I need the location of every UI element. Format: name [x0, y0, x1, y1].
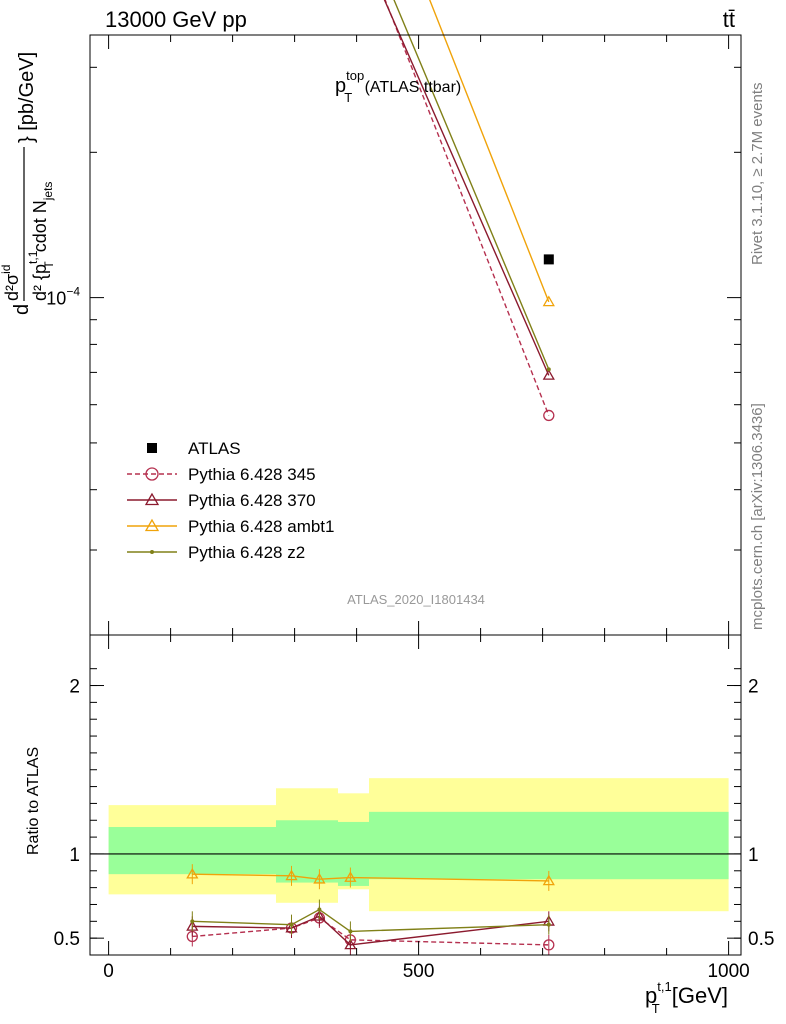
y-tick-label: 10−4 — [46, 285, 80, 309]
ratio-point — [348, 929, 353, 934]
legend-marker — [147, 443, 157, 453]
main-title: ptop T (ATLAS ttbar) — [335, 68, 461, 105]
ratio-point — [344, 871, 357, 882]
svg-text:} [pb/GeV]: } [pb/GeV] — [16, 52, 38, 143]
mcplots-label: mcplots.cern.ch [arXiv:1306.3436] — [749, 403, 766, 630]
x-tick-label: 0 — [103, 961, 114, 982]
series-2 — [383, 0, 555, 380]
ratio-point — [313, 909, 326, 921]
legend-label: Pythia 6.428 345 — [188, 465, 316, 484]
ratio-point — [542, 874, 555, 886]
legend-item: Pythia 6.428 345 — [127, 465, 316, 484]
legend-marker — [144, 518, 160, 532]
ratio-point — [546, 922, 551, 927]
x-tick-label: 500 — [403, 961, 435, 982]
main-ylabel: d d²σid d² {pt,1T cdot Njets } [pb/GeV] — [0, 52, 56, 315]
ratio-ylabel: Ratio to ATLAS — [25, 747, 42, 855]
process-label: tt̄ — [723, 7, 735, 32]
series-line — [384, 0, 550, 416]
ratio-frame — [89, 634, 742, 956]
ratio-y-tick-label-right: 0.5 — [748, 929, 774, 950]
legend-label: ATLAS — [188, 439, 241, 458]
ratio-point — [344, 938, 357, 950]
ratio-panel: 0.5 0.5 1 1 2 2 0 500 1000 Ratio to ATLAS pt,1 T … — [25, 634, 774, 1016]
legend-marker — [145, 467, 159, 481]
collision-label: 13000 GeV pp — [105, 7, 247, 32]
ratio-y-tick-label: 2 — [69, 677, 80, 698]
data-point — [542, 369, 555, 380]
legend-item: ATLAS — [147, 439, 241, 458]
ratio-point — [190, 919, 195, 924]
ratio-y-tick-label-right: 1 — [748, 845, 759, 866]
legend-marker — [150, 550, 154, 554]
ratio-y-tick-label: 1 — [69, 845, 80, 866]
legend-item: Pythia 6.428 z2 — [127, 543, 305, 562]
legend-marker — [144, 492, 160, 506]
data-point — [546, 367, 551, 372]
svg-text:d²σid: d²σid — [0, 265, 22, 301]
ratio-y-tick-label: 0.5 — [54, 929, 80, 950]
data-point — [542, 295, 555, 307]
uncertainty-band-inner — [369, 811, 729, 880]
data-point — [543, 254, 554, 265]
legend-label: Pythia 6.428 ambt1 — [188, 517, 334, 536]
watermark: ATLAS_2020_I1801434 — [347, 592, 485, 607]
legend-item: Pythia 6.428 370 — [127, 491, 316, 510]
rivet-version-label: Rivet 3.1.10, ≥ 2.7M events — [749, 83, 766, 266]
ratio-point — [289, 922, 294, 927]
ratio-point — [543, 939, 555, 951]
y-tick-mantissa: 10 — [46, 289, 66, 309]
data-point — [543, 409, 555, 422]
svg-text:d² {pt,1T cdot Njets: d² {pt,1T cdot Njets — [26, 182, 56, 301]
x-tick-label: 1000 — [707, 961, 749, 982]
y-tick-exponent: −4 — [66, 285, 80, 299]
uncertainty-band-inner — [276, 820, 338, 883]
ratio-point — [285, 869, 298, 881]
ratio-y-tick-label-right: 2 — [748, 677, 759, 698]
x-axis-label: pt,1 T [GeV] — [645, 979, 728, 1016]
legend-label: Pythia 6.428 370 — [188, 491, 316, 510]
series-line — [429, 0, 550, 303]
ratio-series-3 — [190, 899, 551, 942]
legend-label: Pythia 6.428 z2 — [188, 543, 305, 562]
series-line — [383, 0, 550, 376]
legend: ATLAS Pythia 6.428 345 Pythia 6.428 370 Pyt… — [127, 439, 334, 562]
ratio-point — [186, 867, 199, 879]
svg-text:d: d — [11, 304, 33, 315]
series-1 — [384, 0, 555, 422]
series-4 — [393, 0, 551, 372]
legend-item: Pythia 6.428 ambt1 — [127, 517, 334, 536]
series-line — [393, 0, 550, 370]
ratio-series-2 — [186, 864, 555, 891]
ratio-point — [317, 907, 322, 912]
series-3 — [429, 0, 555, 307]
series-0 — [543, 254, 554, 265]
ratio-point — [313, 872, 326, 884]
